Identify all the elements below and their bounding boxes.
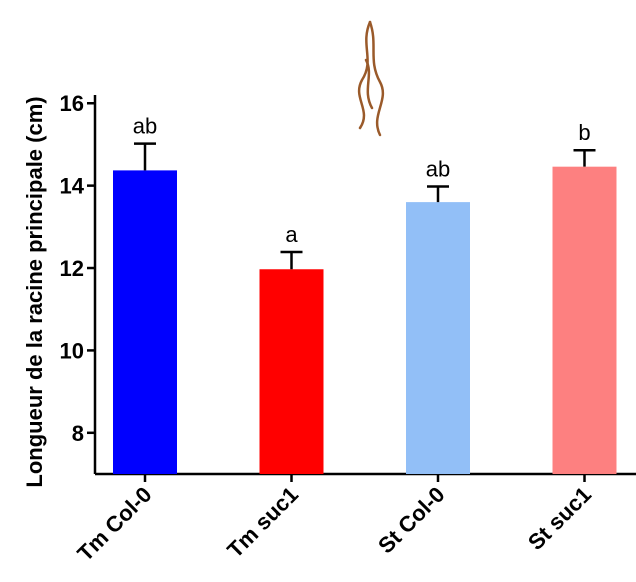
y-axis-title: Longueur de la racine principale (cm) [22, 96, 47, 487]
bar [259, 269, 324, 474]
annotation: ab [426, 156, 450, 181]
y-tick-label: 12 [60, 256, 84, 281]
error-bar [280, 250, 303, 270]
y-tick-label: 10 [60, 338, 84, 363]
y-tick-label: 8 [72, 421, 84, 446]
error-bar [134, 142, 156, 171]
bar [406, 202, 470, 474]
root-icon [357, 20, 385, 137]
bar [552, 166, 617, 475]
annotation: a [285, 222, 298, 247]
x-tick-label: Tm suc1 [222, 482, 303, 563]
y-tick-label: 16 [60, 91, 84, 116]
error-bar [573, 148, 596, 167]
y-tick-label: 14 [60, 174, 85, 199]
error-bar [427, 185, 449, 203]
x-tick-label: St Col-0 [373, 482, 449, 558]
bar [113, 170, 177, 474]
annotation: ab [133, 114, 157, 139]
x-tick-label: St suc1 [523, 482, 596, 555]
annotation: b [578, 120, 590, 145]
x-tick-label: Tm Col-0 [72, 482, 156, 566]
